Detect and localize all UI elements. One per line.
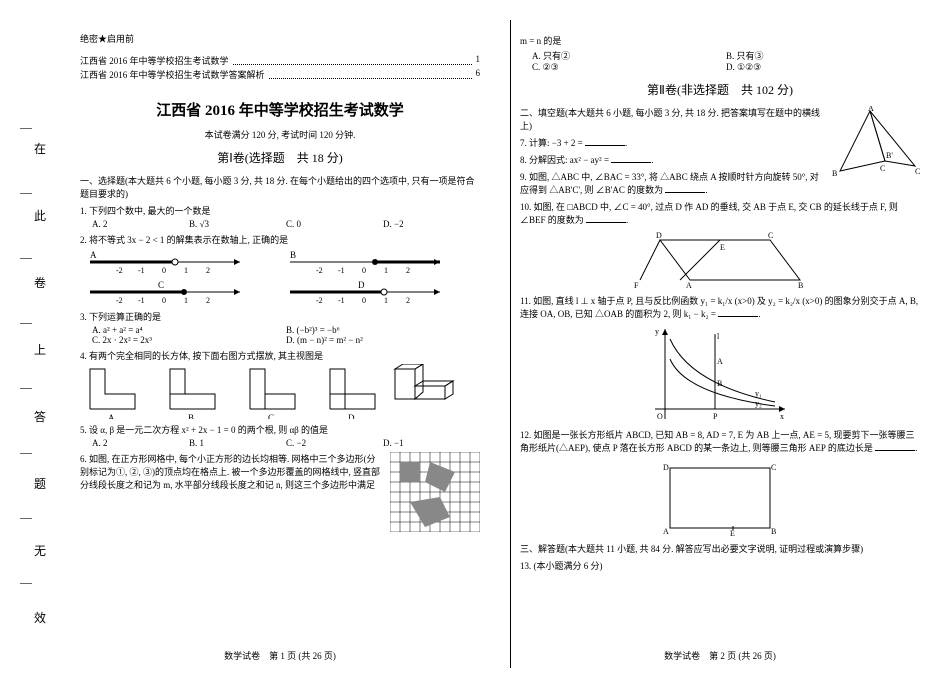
q10-parallelogram-icon: D C A E B F [620,230,820,290]
page-2: m = n 的是 A. 只有②B. 只有③ C. ②③D. ①②③ 第Ⅱ卷(非选… [490,20,945,668]
q6-continuation: m = n 的是 [520,34,920,47]
svg-text:0: 0 [162,266,166,275]
part1-instructions: 一、选择题(本大题共 6 个小题, 每小题 3 分, 共 18 分. 在每个小题… [80,174,480,200]
q13: 13. (本小题满分 6 分) [520,559,920,572]
svg-text:-2: -2 [116,296,123,305]
q6-block: 6. 如图, 在正方形网格中, 每个小正方形的边长均相等. 网格中三个多边形(分… [80,452,480,491]
svg-text:-1: -1 [138,266,145,275]
svg-text:B: B [771,527,776,536]
svg-text:-1: -1 [138,296,145,305]
svg-text:B: B [188,413,194,419]
svg-text:E: E [720,243,725,252]
svg-text:y₁: y₁ [755,389,762,398]
q5-options: A. 2B. 1C. −2D. −1 [92,438,480,448]
svg-text:C: C [771,463,776,472]
svg-text:1: 1 [184,266,188,275]
svg-text:A: A [686,281,692,290]
q10: 10. 如图, 在 □ABCD 中, ∠C = 40°, 过点 D 作 AD 的… [520,200,920,226]
svg-text:-1: -1 [338,266,345,275]
svg-text:2: 2 [406,296,410,305]
binding-margin: ———————— [20,70,32,640]
q2-numberlines-row1: -2 -1 0 1 2 A -2 -1 0 1 2 B [80,248,480,276]
svg-text:2: 2 [406,266,410,275]
q1-options: A. 2B. √3C. 0D. −2 [92,219,480,229]
part2-heading: 第Ⅱ卷(非选择题 共 102 分) [520,81,920,98]
svg-text:D: D [656,231,662,240]
svg-text:B: B [832,169,837,178]
svg-text:A: A [868,106,874,113]
q4-figures-icon: A B C D [80,364,460,419]
q12: 12. 如图是一张长方形纸片 ABCD, 已知 AB = 8, AD = 7, … [520,428,920,454]
q12-rectangle-icon: D C A B E [655,458,785,538]
q11: 11. 如图, 直线 l ⊥ x 轴于点 P, 且与反比例函数 y₁ = k₁/… [520,294,920,320]
q9-triangle-icon: A B C B' C' [830,106,920,181]
svg-text:B': B' [886,151,893,160]
svg-text:E: E [730,529,735,538]
svg-text:B: B [798,281,803,290]
svg-text:D: D [663,463,669,472]
margin-text: 在 此 卷 上 答 题 无 效 [34,90,46,676]
svg-text:-2: -2 [316,296,323,305]
svg-text:2: 2 [206,296,210,305]
svg-text:P: P [713,412,718,421]
q6-grid-icon [390,452,480,532]
svg-text:1: 1 [184,296,188,305]
svg-text:0: 0 [162,296,166,305]
numberline-d-icon: -2 -1 0 1 2 D [280,278,450,306]
toc-line-2: 江西省 2016 年中等学校招生考试数学答案解析6 [80,68,480,81]
svg-text:O: O [657,412,663,421]
page-2-footer: 数学试卷 第 2 页 (共 26 页) [490,649,945,662]
q4-stem: 4. 有两个完全相同的长方体, 按下面右图方式摆放, 其主视图是 [80,349,480,362]
svg-text:B: B [717,379,722,388]
q1-stem: 1. 下列四个数中, 最大的一个数是 [80,204,480,217]
numberline-a-icon: -2 -1 0 1 2 A [80,248,250,276]
svg-text:C: C [768,231,773,240]
page-1: 绝密★启用前 江西省 2016 年中等学校招生考试数学1 江西省 2016 年中… [50,20,511,668]
exam-note: 本试卷满分 120 分, 考试时间 120 分钟. [80,128,480,141]
svg-text:0: 0 [362,266,366,275]
numberline-b-icon: -2 -1 0 1 2 B [280,248,450,276]
q3-options: A. a² + a² = a⁴B. (−b²)³ = −b⁶ C. 2x · 2… [92,325,480,345]
svg-text:A: A [663,527,669,536]
confidential-label: 绝密★启用前 [80,32,480,45]
svg-text:0: 0 [362,296,366,305]
toc-line-1: 江西省 2016 年中等学校招生考试数学1 [80,54,480,67]
q2-stem: 2. 将不等式 3x − 2 < 1 的解集表示在数轴上, 正确的是 [80,233,480,246]
svg-text:F: F [634,281,639,290]
q2-numberlines-row2: -2 -1 0 1 2 C -2 -1 0 1 2 D [80,278,480,306]
svg-text:A: A [717,357,723,366]
page-1-footer: 数学试卷 第 1 页 (共 26 页) [50,649,510,662]
svg-text:y₂: y₂ [755,399,762,408]
svg-text:C: C [880,164,885,173]
svg-text:2: 2 [206,266,210,275]
svg-text:C: C [158,280,164,290]
part1-heading: 第Ⅰ卷(选择题 共 18 分) [80,149,480,166]
svg-text:A: A [90,250,97,260]
svg-text:-2: -2 [116,266,123,275]
svg-text:B: B [290,250,296,260]
svg-text:x: x [780,412,784,421]
svg-text:1: 1 [384,296,388,305]
svg-text:1: 1 [384,266,388,275]
svg-text:y: y [655,327,659,336]
svg-text:D: D [358,280,365,290]
svg-text:l: l [717,332,720,341]
svg-text:D: D [348,413,355,419]
svg-text:-2: -2 [316,266,323,275]
q3-stem: 3. 下列运算正确的是 [80,310,480,323]
numberline-c-icon: -2 -1 0 1 2 C [80,278,250,306]
section3-heading: 三、解答题(本大题共 11 小题, 共 84 分. 解答应写出必要文字说明, 证… [520,542,920,555]
svg-text:-1: -1 [338,296,345,305]
svg-text:C: C [268,413,274,419]
svg-text:A: A [108,413,115,419]
q6-options: A. 只有②B. 只有③ C. ②③D. ①②③ [532,49,920,73]
svg-text:C': C' [915,167,920,176]
q11-graph-icon: O x y l A B P y₁ y₂ [645,324,795,424]
q5-stem: 5. 设 α, β 是一元二次方程 x² + 2x − 1 = 0 的两个根, … [80,423,480,436]
exam-title: 江西省 2016 年中等学校招生考试数学 [80,99,480,120]
